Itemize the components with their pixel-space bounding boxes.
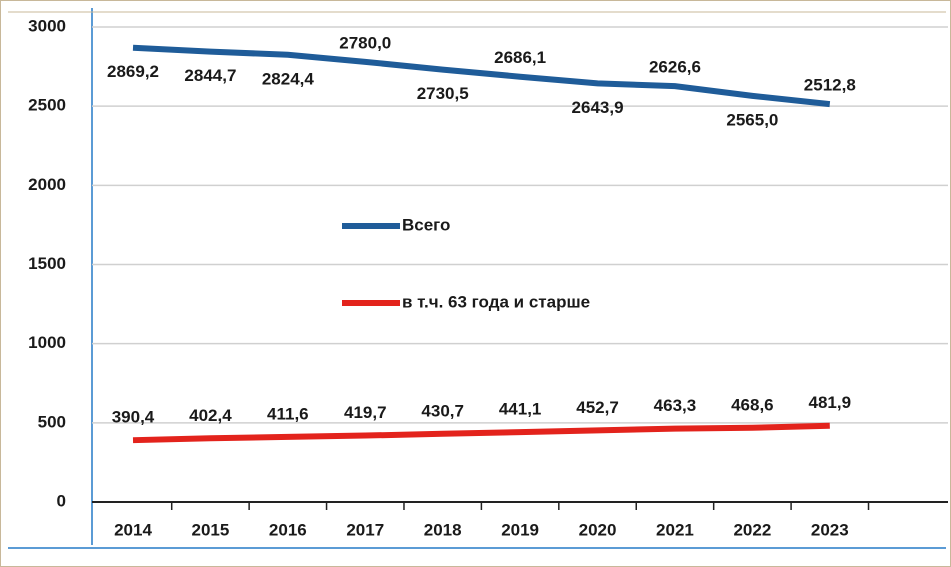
data-label: 2626,6 [649,58,701,77]
y-tick-label: 1000 [28,333,66,352]
x-tick-label: 2020 [579,520,617,539]
series-line [132,44,831,108]
data-label: 2780,0 [339,33,391,52]
y-tick-label: 3000 [28,16,66,35]
data-label: 390,4 [112,408,155,427]
legend-label: Всего [402,215,450,234]
data-label: 419,7 [344,403,387,422]
x-tick-label: 2021 [656,520,694,539]
series-line [132,422,830,444]
data-label: 481,9 [809,393,852,412]
data-label: 2565,0 [726,110,778,129]
legend-label: в т.ч. 63 года и старше [402,292,590,311]
data-label: 452,7 [576,398,619,417]
y-tick-label: 2000 [28,175,66,194]
data-label: 2844,7 [184,66,236,85]
data-label: 2730,5 [417,84,469,103]
y-tick-label: 500 [38,412,66,431]
x-tick-label: 2016 [269,520,307,539]
data-label: 2643,9 [572,98,624,117]
y-tick-label: 1500 [28,254,66,273]
data-label: 2512,8 [804,76,856,95]
x-tick-label: 2017 [346,520,384,539]
data-label: 411,6 [267,404,309,423]
y-tick-label: 0 [57,491,66,510]
x-tick-label: 2023 [811,520,849,539]
data-label: 463,3 [654,396,697,415]
data-label: 441,1 [499,400,542,419]
data-label: 2869,2 [107,62,159,81]
data-label: 402,4 [189,406,232,425]
x-tick-label: 2022 [733,520,771,539]
data-label: 430,7 [421,401,464,420]
data-label: 468,6 [731,395,774,414]
x-tick-label: 2019 [501,520,539,539]
data-label: 2686,1 [494,48,546,67]
x-tick-label: 2018 [424,520,462,539]
data-label: 2824,4 [262,69,315,88]
x-tick-label: 2015 [192,520,230,539]
x-tick-label: 2014 [114,520,152,539]
y-tick-label: 2500 [28,96,66,115]
